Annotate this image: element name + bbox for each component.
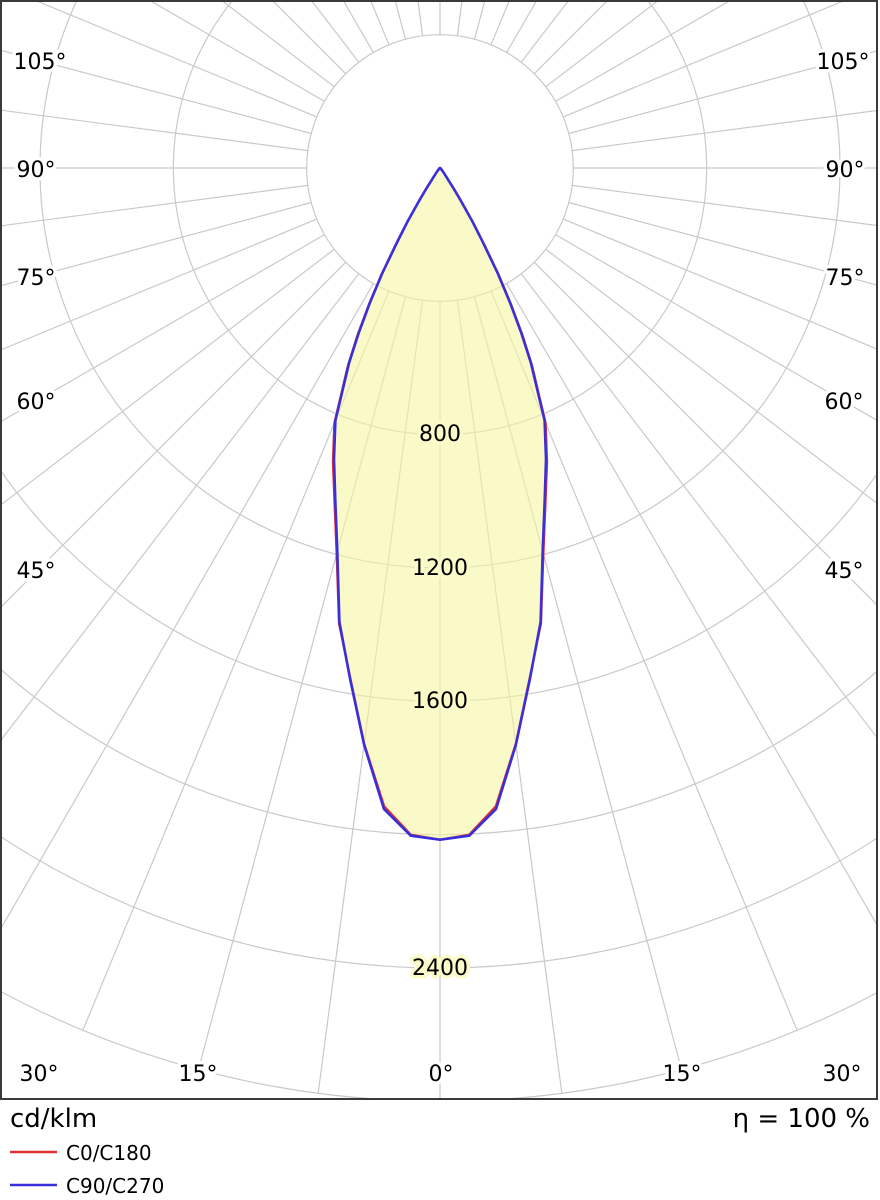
angle-label-2-75°: 75°	[17, 266, 56, 291]
grid-ray-105-left	[0, 49, 312, 135]
angle-label-7-0°: 0°	[429, 1062, 454, 1087]
unit-label: cd/klm	[10, 1104, 97, 1134]
beam-curves	[331, 166, 549, 841]
efficiency-label: η = 100 %	[733, 1104, 870, 1134]
angle-label-5-30°: 30°	[20, 1062, 59, 1087]
ring-label-1200: 1200	[412, 556, 468, 581]
angle-label-0-105°: 105°	[14, 50, 67, 75]
grid-ray-67.5-left	[0, 218, 318, 351]
chart-border	[0, 0, 878, 1100]
angle-label-14-105°: 105°	[817, 50, 870, 75]
angle-label-9-30°: 30°	[823, 1062, 862, 1087]
ring-label-1600: 1600	[412, 689, 468, 714]
grid-ray-82.5-left	[0, 184, 308, 227]
grid-ray-127.5-right	[545, 0, 660, 88]
grid-ray-120-left	[147, 0, 325, 102]
curve-c90-c270	[332, 166, 548, 841]
grid-ray-127.5-left	[220, 0, 335, 88]
legend-label-c0-c180: C0/C180	[66, 1141, 152, 1165]
axis-labels: 800 1200 1600 2400 105° 90° 75° 60° 45° 30° 15° 0° 1…	[10, 47, 873, 1091]
grid-ray-97.5-right	[572, 109, 878, 152]
angle-label-13-90°: 90°	[826, 158, 865, 183]
grid-ray-97.5-left	[0, 109, 308, 152]
grid-ray-105-right	[568, 50, 878, 135]
ring-label-800: 800	[419, 422, 461, 447]
beam-fill	[334, 168, 546, 840]
angle-label-11-60°: 60°	[825, 390, 864, 415]
grid-ray-45-left	[0, 261, 347, 609]
angle-label-10-45°: 45°	[825, 559, 864, 584]
grid-ray-37.5-left	[0, 273, 360, 743]
ring-label-2400: 2400	[412, 956, 468, 981]
grid-ray-45-right	[533, 261, 878, 607]
grid-ray-112.5-left	[32, 0, 318, 118]
grid-ray-60-right	[555, 234, 878, 422]
angle-label-12-75°: 75°	[826, 266, 865, 291]
angle-label-8-15°: 15°	[663, 1062, 702, 1087]
grid-ray-30-left	[0, 283, 374, 932]
grid-ray-75-right	[568, 201, 878, 286]
grid-ray-52.5-left	[0, 248, 335, 507]
grid-ray-30-right	[506, 283, 878, 928]
legend: C0/C180 C90/C270	[10, 1141, 164, 1198]
grid-ray-112.5-right	[562, 0, 848, 118]
polar-grid	[0, 0, 878, 1100]
grid-ray-75-left	[0, 201, 312, 287]
grid-ray-37.5-right	[520, 273, 878, 740]
grid-ray-82.5-right	[572, 184, 878, 227]
legend-label-c90-c270: C90/C270	[66, 1174, 164, 1198]
grid-ray-67.5-right	[562, 218, 878, 351]
angle-label-6-15°: 15°	[179, 1062, 218, 1087]
angle-label-4-45°: 45°	[17, 559, 56, 584]
grid-ray-52.5-right	[545, 248, 878, 505]
grid-ray-157.5-left	[369, 0, 390, 46]
angle-label-3-60°: 60°	[17, 390, 56, 415]
angle-label-1-90°: 90°	[17, 158, 56, 183]
grid-ray-60-left	[0, 234, 325, 423]
grid-ray-157.5-right	[490, 0, 511, 46]
grid-ray-120-right	[555, 0, 733, 102]
